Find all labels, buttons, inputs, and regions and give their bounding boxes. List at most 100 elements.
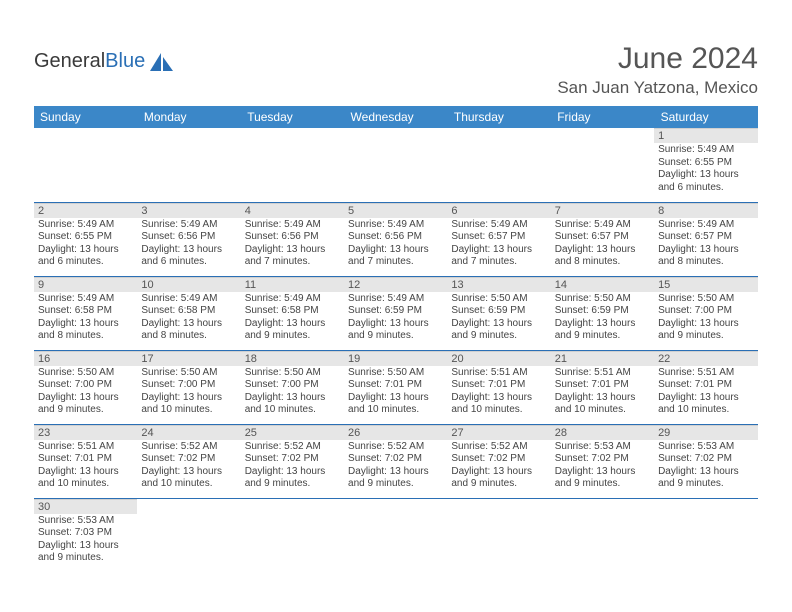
calendar-cell: 8Sunrise: 5:49 AMSunset: 6:57 PMDaylight… xyxy=(654,202,757,276)
day-data: Sunrise: 5:52 AMSunset: 7:02 PMDaylight:… xyxy=(241,440,344,494)
calendar-cell: 13Sunrise: 5:50 AMSunset: 6:59 PMDayligh… xyxy=(447,276,550,350)
calendar-cell xyxy=(447,498,550,572)
day-data: Sunrise: 5:49 AMSunset: 6:57 PMDaylight:… xyxy=(447,218,550,272)
calendar-cell: 14Sunrise: 5:50 AMSunset: 6:59 PMDayligh… xyxy=(551,276,654,350)
calendar-cell: 12Sunrise: 5:49 AMSunset: 6:59 PMDayligh… xyxy=(344,276,447,350)
day-number: 8 xyxy=(654,203,757,218)
day-data: Sunrise: 5:52 AMSunset: 7:02 PMDaylight:… xyxy=(344,440,447,494)
logo-text-general: General xyxy=(34,50,105,73)
day-data: Sunrise: 5:51 AMSunset: 7:01 PMDaylight:… xyxy=(34,440,137,494)
calendar-cell: 21Sunrise: 5:51 AMSunset: 7:01 PMDayligh… xyxy=(551,350,654,424)
day-number: 27 xyxy=(447,425,550,440)
day-number: 20 xyxy=(447,351,550,366)
logo: GeneralBlue xyxy=(34,50,175,73)
day-data: Sunrise: 5:51 AMSunset: 7:01 PMDaylight:… xyxy=(551,366,654,420)
calendar-cell xyxy=(447,128,550,202)
day-header: Saturday xyxy=(654,106,757,128)
calendar-cell xyxy=(34,128,137,202)
day-header: Thursday xyxy=(447,106,550,128)
day-number: 23 xyxy=(34,425,137,440)
calendar-cell: 25Sunrise: 5:52 AMSunset: 7:02 PMDayligh… xyxy=(241,424,344,498)
day-number: 9 xyxy=(34,277,137,292)
day-number: 19 xyxy=(344,351,447,366)
calendar-table: SundayMondayTuesdayWednesdayThursdayFrid… xyxy=(34,106,758,572)
day-data: Sunrise: 5:50 AMSunset: 7:00 PMDaylight:… xyxy=(34,366,137,420)
calendar-cell xyxy=(654,498,757,572)
day-header: Monday xyxy=(137,106,240,128)
calendar-cell xyxy=(551,498,654,572)
day-data: Sunrise: 5:53 AMSunset: 7:03 PMDaylight:… xyxy=(34,514,137,568)
day-header: Friday xyxy=(551,106,654,128)
calendar-cell xyxy=(137,498,240,572)
day-data: Sunrise: 5:53 AMSunset: 7:02 PMDaylight:… xyxy=(551,440,654,494)
day-number: 4 xyxy=(241,203,344,218)
day-data: Sunrise: 5:51 AMSunset: 7:01 PMDaylight:… xyxy=(654,366,757,420)
day-data: Sunrise: 5:52 AMSunset: 7:02 PMDaylight:… xyxy=(137,440,240,494)
day-number: 6 xyxy=(447,203,550,218)
day-number: 17 xyxy=(137,351,240,366)
calendar-cell: 10Sunrise: 5:49 AMSunset: 6:58 PMDayligh… xyxy=(137,276,240,350)
location: San Juan Yatzona, Mexico xyxy=(557,78,758,98)
calendar-cell: 5Sunrise: 5:49 AMSunset: 6:56 PMDaylight… xyxy=(344,202,447,276)
day-data: Sunrise: 5:49 AMSunset: 6:55 PMDaylight:… xyxy=(34,218,137,272)
day-number: 12 xyxy=(344,277,447,292)
calendar-cell: 30Sunrise: 5:53 AMSunset: 7:03 PMDayligh… xyxy=(34,498,137,572)
calendar-cell: 11Sunrise: 5:49 AMSunset: 6:58 PMDayligh… xyxy=(241,276,344,350)
day-data: Sunrise: 5:49 AMSunset: 6:56 PMDaylight:… xyxy=(137,218,240,272)
calendar-cell: 1Sunrise: 5:49 AMSunset: 6:55 PMDaylight… xyxy=(654,128,757,202)
calendar-cell: 28Sunrise: 5:53 AMSunset: 7:02 PMDayligh… xyxy=(551,424,654,498)
day-data: Sunrise: 5:49 AMSunset: 6:59 PMDaylight:… xyxy=(344,292,447,346)
calendar-cell: 29Sunrise: 5:53 AMSunset: 7:02 PMDayligh… xyxy=(654,424,757,498)
day-number: 24 xyxy=(137,425,240,440)
day-number: 10 xyxy=(137,277,240,292)
day-data: Sunrise: 5:49 AMSunset: 6:58 PMDaylight:… xyxy=(137,292,240,346)
title-block: June 2024 San Juan Yatzona, Mexico xyxy=(557,42,758,98)
calendar-cell xyxy=(241,128,344,202)
day-number: 13 xyxy=(447,277,550,292)
sail-icon xyxy=(149,52,175,72)
day-data: Sunrise: 5:49 AMSunset: 6:55 PMDaylight:… xyxy=(654,143,757,197)
day-data: Sunrise: 5:51 AMSunset: 7:01 PMDaylight:… xyxy=(447,366,550,420)
day-data: Sunrise: 5:49 AMSunset: 6:56 PMDaylight:… xyxy=(241,218,344,272)
calendar-cell xyxy=(137,128,240,202)
day-number: 29 xyxy=(654,425,757,440)
calendar-cell: 16Sunrise: 5:50 AMSunset: 7:00 PMDayligh… xyxy=(34,350,137,424)
day-data: Sunrise: 5:50 AMSunset: 7:00 PMDaylight:… xyxy=(241,366,344,420)
day-header: Sunday xyxy=(34,106,137,128)
calendar-cell: 23Sunrise: 5:51 AMSunset: 7:01 PMDayligh… xyxy=(34,424,137,498)
calendar-cell: 27Sunrise: 5:52 AMSunset: 7:02 PMDayligh… xyxy=(447,424,550,498)
day-number: 16 xyxy=(34,351,137,366)
day-data: Sunrise: 5:49 AMSunset: 6:57 PMDaylight:… xyxy=(551,218,654,272)
day-data: Sunrise: 5:52 AMSunset: 7:02 PMDaylight:… xyxy=(447,440,550,494)
day-number: 28 xyxy=(551,425,654,440)
day-header: Tuesday xyxy=(241,106,344,128)
calendar-cell: 2Sunrise: 5:49 AMSunset: 6:55 PMDaylight… xyxy=(34,202,137,276)
day-number: 2 xyxy=(34,203,137,218)
calendar-cell: 3Sunrise: 5:49 AMSunset: 6:56 PMDaylight… xyxy=(137,202,240,276)
day-data: Sunrise: 5:50 AMSunset: 7:00 PMDaylight:… xyxy=(654,292,757,346)
day-header: Wednesday xyxy=(344,106,447,128)
day-data: Sunrise: 5:50 AMSunset: 7:01 PMDaylight:… xyxy=(344,366,447,420)
calendar-header: SundayMondayTuesdayWednesdayThursdayFrid… xyxy=(34,106,758,128)
calendar-cell: 20Sunrise: 5:51 AMSunset: 7:01 PMDayligh… xyxy=(447,350,550,424)
day-data: Sunrise: 5:49 AMSunset: 6:57 PMDaylight:… xyxy=(654,218,757,272)
day-data: Sunrise: 5:49 AMSunset: 6:58 PMDaylight:… xyxy=(34,292,137,346)
day-data: Sunrise: 5:49 AMSunset: 6:58 PMDaylight:… xyxy=(241,292,344,346)
calendar-cell xyxy=(241,498,344,572)
calendar-cell: 22Sunrise: 5:51 AMSunset: 7:01 PMDayligh… xyxy=(654,350,757,424)
day-data: Sunrise: 5:50 AMSunset: 6:59 PMDaylight:… xyxy=(447,292,550,346)
calendar-cell: 15Sunrise: 5:50 AMSunset: 7:00 PMDayligh… xyxy=(654,276,757,350)
calendar-cell: 17Sunrise: 5:50 AMSunset: 7:00 PMDayligh… xyxy=(137,350,240,424)
day-number: 5 xyxy=(344,203,447,218)
day-number: 11 xyxy=(241,277,344,292)
calendar-cell xyxy=(344,128,447,202)
day-number: 30 xyxy=(34,499,137,514)
day-number: 3 xyxy=(137,203,240,218)
day-number: 21 xyxy=(551,351,654,366)
calendar-cell xyxy=(344,498,447,572)
day-data: Sunrise: 5:53 AMSunset: 7:02 PMDaylight:… xyxy=(654,440,757,494)
calendar-cell xyxy=(551,128,654,202)
calendar-cell: 18Sunrise: 5:50 AMSunset: 7:00 PMDayligh… xyxy=(241,350,344,424)
day-number: 1 xyxy=(654,128,757,143)
calendar-cell: 19Sunrise: 5:50 AMSunset: 7:01 PMDayligh… xyxy=(344,350,447,424)
